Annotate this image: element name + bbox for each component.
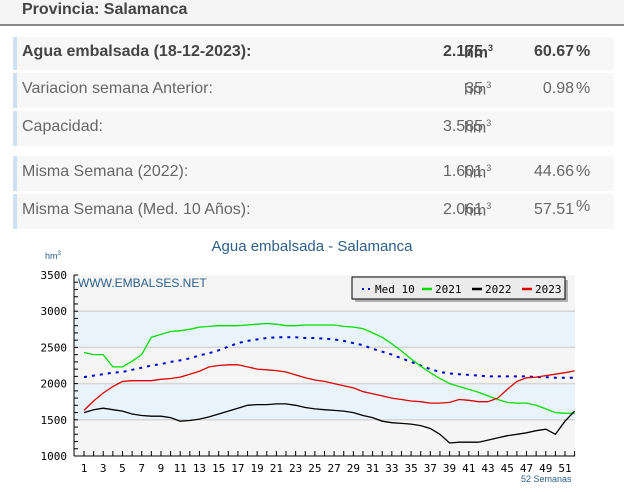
stat-row-same-week-2022: Misma Semana (2022): 1.601 hm3 44.66 % — [13, 156, 614, 191]
x-tick-label: 1 — [81, 462, 88, 475]
province-header: Provincia: Salamanca — [0, 0, 624, 26]
stat-unit: hm3 — [464, 80, 492, 99]
stat-value: 2.061 — [442, 201, 483, 218]
stat-label: Variacion semana Anterior: — [22, 80, 213, 97]
stat-label: Agua embalsada (18-12-2023): — [22, 43, 252, 60]
x-tick-label: 7 — [138, 462, 145, 475]
x-tick-label: 13 — [193, 462, 206, 475]
x-tick-label: 31 — [366, 462, 379, 475]
legend-label: 2021 — [435, 283, 462, 296]
x-tick-label: 35 — [404, 462, 417, 475]
x-tick-label: 11 — [174, 462, 187, 475]
y-tick-label: 3500 — [41, 269, 68, 282]
x-tick-label: 43 — [481, 462, 494, 475]
x-tick-label: 21 — [270, 462, 283, 475]
plot-band — [74, 419, 575, 456]
stat-value: 1.601 — [442, 163, 483, 180]
x-tick-label: 39 — [443, 462, 456, 475]
x-tick-label: 27 — [327, 462, 340, 475]
legend-label: 2022 — [485, 283, 512, 296]
x-tick-label: 33 — [385, 462, 398, 475]
series-line-med-10 — [83, 336, 575, 379]
x-tick-label: 45 — [501, 462, 514, 475]
series-line-2022 — [83, 403, 576, 444]
stat-value: 3.585 — [442, 118, 483, 135]
watermark-text: WWW.EMBALSES.NET — [78, 276, 207, 290]
plot-band — [74, 383, 575, 420]
x-tick-label: 3 — [100, 462, 107, 475]
plot-band — [74, 311, 575, 348]
legend-label: 2023 — [535, 283, 562, 296]
stat-percent-sign: % — [576, 43, 591, 60]
x-tick-label: 23 — [289, 462, 302, 475]
x-tick-label: 47 — [520, 462, 533, 475]
y-tick-label: 3000 — [41, 305, 68, 318]
province-title: Provincia: Salamanca — [22, 1, 188, 18]
stat-percent: 44.66 — [533, 163, 574, 180]
y-tick-label: 2000 — [41, 378, 68, 391]
x-tick-label: 15 — [212, 462, 225, 475]
x-tick-label: 51 — [558, 462, 571, 475]
x-tick-label: 41 — [462, 462, 475, 475]
x-tick-label: 19 — [251, 462, 264, 475]
x-tick-label: 9 — [158, 462, 165, 475]
x-tick-label: 29 — [347, 462, 360, 475]
x-axis-footer: 52 Semanas — [521, 474, 572, 484]
stat-value: 2.175 — [442, 43, 483, 60]
series-line-2023 — [83, 364, 575, 411]
y-axis-unit: hm3 — [45, 251, 61, 261]
stat-unit: hm3 — [464, 118, 492, 137]
stat-row-weekly-variation: Variacion semana Anterior: 35 hm3 0.98 % — [13, 73, 614, 108]
x-tick-label: 5 — [119, 462, 126, 475]
stat-unit: hm3 — [464, 163, 492, 182]
stat-percent: 0.98 — [542, 80, 574, 97]
stat-label: Misma Semana (Med. 10 Años): — [22, 201, 251, 218]
chart-title: Agua embalsada - Salamanca — [211, 238, 413, 255]
stat-percent: 57.51 — [533, 201, 574, 218]
chart-legend: Med 10 2021 2022 2023 — [351, 276, 568, 302]
stat-label: Misma Semana (2022): — [22, 163, 189, 180]
stat-value: 35 — [465, 80, 483, 97]
stat-label: Capacidad: — [22, 118, 103, 135]
x-tick-label: 17 — [231, 462, 244, 475]
stat-percent: 60.67 — [533, 43, 574, 60]
stat-percent-sign: % — [576, 163, 591, 180]
stat-unit: hm3 — [464, 43, 494, 62]
y-tick-label: 2500 — [41, 341, 68, 354]
x-tick-label: 49 — [539, 462, 552, 475]
y-tick-label: 1500 — [41, 414, 68, 427]
stat-percent-sign: % — [576, 80, 591, 97]
stat-percent-sign: % — [576, 198, 591, 215]
x-tick-label: 37 — [424, 462, 437, 475]
stat-row-stored-water: Agua embalsada (18-12-2023): 2.175 hm3 6… — [13, 37, 614, 70]
x-tick-label: 25 — [308, 462, 321, 475]
legend-label: Med 10 — [375, 283, 415, 296]
y-tick-label: 1000 — [41, 450, 68, 463]
stat-row-same-week-10yr-avg: Misma Semana (Med. 10 Años): 2.061 hm3 5… — [13, 194, 614, 229]
series-line-2021 — [83, 322, 575, 414]
stat-unit: hm3 — [464, 201, 492, 220]
stat-row-capacity: Capacidad: 3.585 hm3 — [13, 111, 614, 146]
